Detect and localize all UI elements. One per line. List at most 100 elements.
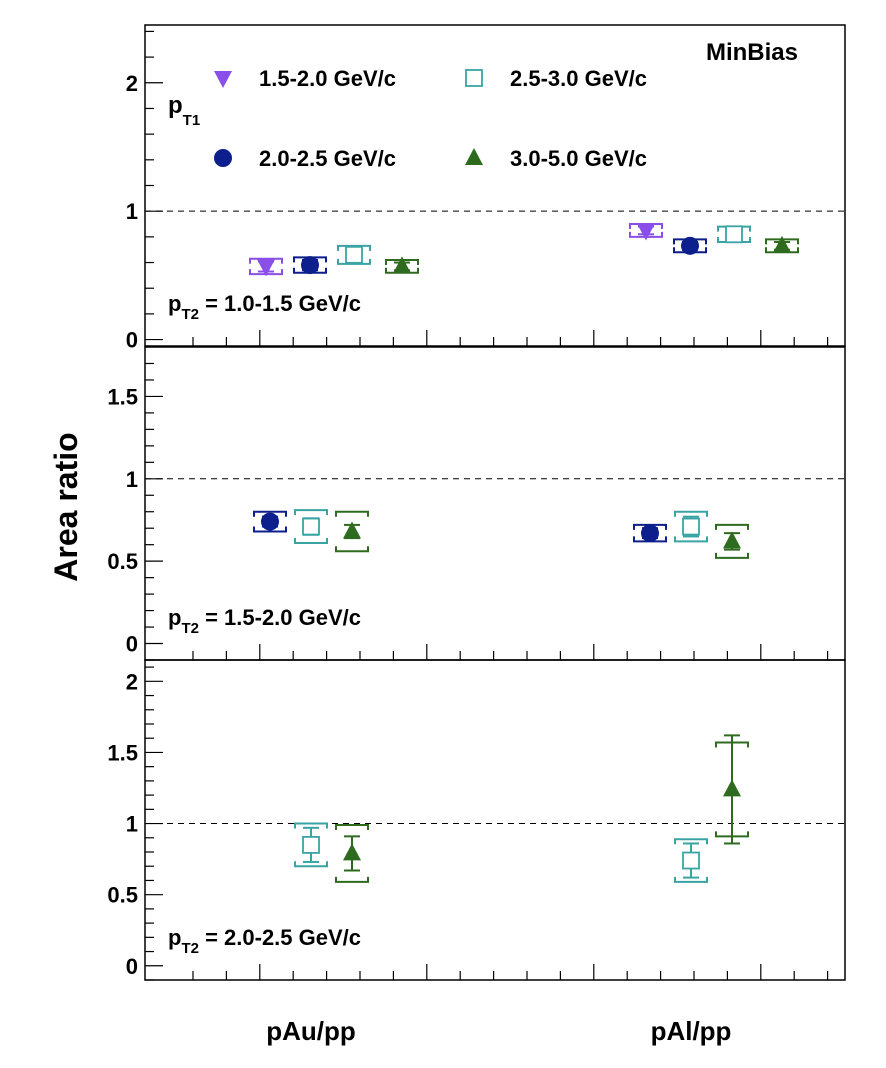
legend-marker-triangle-up: [465, 148, 483, 165]
systematic-bracket: [674, 510, 708, 543]
marker-triangle-up: [773, 235, 791, 253]
y-tick-label: 1.5: [107, 740, 138, 765]
marker-circle: [301, 256, 319, 275]
marker-open-square: [725, 225, 743, 244]
panel-label-sub: T2: [181, 620, 199, 637]
systematic-bracket: [294, 509, 328, 545]
data-point: [715, 523, 749, 559]
panel-3: 0 0.5 1 1.5 2 pT2 = 2.0-2.5 GeV/c: [107, 659, 846, 981]
panel-label-main: p: [168, 605, 181, 630]
panel-2: 0 0.5 1 1.5 pT2 = 1.5-2.0 GeV/c: [107, 346, 846, 661]
marker-triangle-down: [637, 223, 655, 241]
panel-label-main: p: [168, 291, 181, 316]
data-point: [765, 235, 799, 254]
panel-label: pT2 = 1.0-1.5 GeV/c: [168, 291, 361, 323]
data-point: [717, 225, 751, 244]
data-point: [385, 256, 419, 274]
category-label-pal: pAl/pp: [651, 1016, 732, 1046]
panel-label: pT2 = 2.0-2.5 GeV/c: [168, 925, 361, 957]
legend-marker-circle: [214, 149, 232, 167]
legend-entry: 2.0-2.5 GeV/c: [214, 146, 396, 171]
marker-open-square: [682, 851, 700, 870]
y-tick-label: 0: [126, 328, 138, 353]
series-triangle-up: [335, 510, 749, 559]
legend-title-sub: T1: [183, 112, 201, 129]
y-tick-label: 0: [126, 954, 138, 979]
marker-open-square: [302, 835, 320, 854]
panel-label-main: p: [168, 925, 181, 950]
legend-marker-triangle-down: [214, 71, 232, 88]
systematic-bracket: [294, 822, 328, 868]
legend: pT1 1.5-2.0 GeV/c 2.5-3.0 GeV/c 2.0-2.5 GeV…: [168, 66, 647, 171]
legend-label: 1.5-2.0 GeV/c: [259, 66, 396, 91]
legend-entry: 3.0-5.0 GeV/c: [465, 146, 647, 171]
category-label-pau: pAu/pp: [266, 1016, 356, 1046]
series-open-square: [294, 822, 708, 883]
marker-triangle-up: [343, 843, 361, 861]
marker-triangle-up: [723, 779, 741, 797]
marker-circle: [261, 512, 279, 531]
series-open-square: [294, 509, 708, 545]
data-point: [674, 838, 708, 883]
panel-label-sub: T2: [181, 940, 199, 957]
y-tick-label: 1: [126, 199, 138, 224]
panel-label-sub: T2: [181, 306, 199, 323]
marker-triangle-up: [723, 531, 741, 549]
legend-title-main: p: [168, 92, 183, 119]
marker-open-square: [345, 245, 363, 264]
y-tick-label: 2: [126, 71, 138, 96]
legend-label: 2.0-2.5 GeV/c: [259, 146, 396, 171]
series-circle: [293, 236, 707, 275]
systematic-bracket: [674, 838, 708, 883]
data-point: [253, 510, 287, 533]
systematic-bracket: [715, 523, 749, 559]
legend-label: 2.5-3.0 GeV/c: [510, 66, 647, 91]
data-point: [674, 510, 708, 543]
systematic-bracket: [335, 510, 369, 553]
legend-label: 3.0-5.0 GeV/c: [510, 146, 647, 171]
y-tick-label: 0.5: [107, 549, 138, 574]
y-tick-label: 1: [126, 467, 138, 492]
data-point: [337, 244, 371, 265]
marker-triangle-up: [343, 521, 361, 539]
y-axis-label: Area ratio: [48, 432, 84, 581]
series-triangle-up: [385, 235, 799, 274]
y-tick-label: 0: [126, 632, 138, 657]
legend-marker-open-square: [465, 69, 483, 87]
data-point: [294, 509, 328, 545]
data-point: [335, 510, 369, 553]
systematic-bracket: [253, 510, 287, 533]
data-point: [249, 257, 283, 277]
data-point: [293, 256, 327, 275]
y-tick-label: 0.5: [107, 883, 138, 908]
series-open-square: [337, 225, 751, 265]
y-tick-label: 1: [126, 812, 138, 837]
marker-circle: [681, 236, 699, 255]
panel-label-range: = 1.5-2.0 GeV/c: [199, 605, 361, 630]
marker-triangle-down: [257, 259, 275, 277]
legend-title: pT1: [168, 92, 200, 129]
y-tick-label: 2: [126, 669, 138, 694]
y-tick-label: 1.5: [107, 384, 138, 409]
legend-entry: 2.5-3.0 GeV/c: [465, 66, 647, 91]
series-triangle-down: [249, 223, 663, 277]
data-point: [335, 823, 369, 883]
systematic-bracket: [337, 244, 371, 265]
data-point: [633, 523, 667, 543]
panel-label-range: = 2.0-2.5 GeV/c: [199, 925, 361, 950]
minbias-annotation: MinBias: [706, 39, 798, 66]
data-point: [715, 734, 749, 845]
panel-frame: [144, 659, 846, 981]
marker-open-square: [682, 517, 700, 536]
marker-circle: [641, 524, 659, 543]
series-circle: [253, 510, 667, 543]
panel-label-range: = 1.0-1.5 GeV/c: [199, 291, 361, 316]
panel-label: pT2 = 1.5-2.0 GeV/c: [168, 605, 361, 637]
data-point: [294, 822, 328, 868]
data-point: [629, 223, 663, 241]
series-triangle-up: [335, 734, 749, 883]
marker-triangle-up: [393, 256, 411, 274]
data-point: [673, 236, 707, 255]
